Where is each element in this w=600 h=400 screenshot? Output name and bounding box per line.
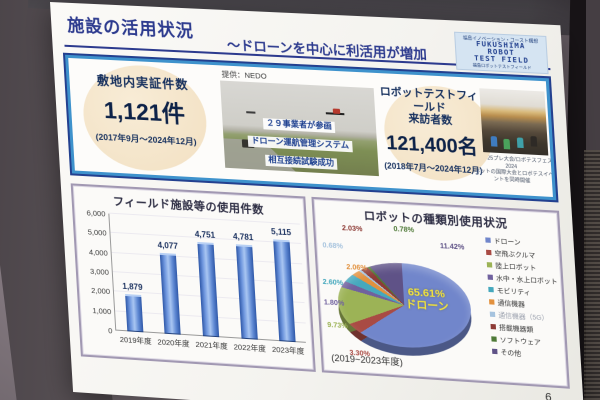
window-blinds bbox=[584, 150, 600, 400]
bar-chart-panel: フィールド施設等の使用件数 0 1,000 2,000 3,000 4,000 5,000… bbox=[70, 183, 316, 372]
bar bbox=[197, 242, 220, 337]
pie-slice-percent-label: 1.80% bbox=[323, 299, 345, 308]
legend-swatch bbox=[485, 249, 492, 255]
person-figure bbox=[490, 136, 498, 147]
legend-swatch bbox=[490, 323, 497, 329]
stat-site-demos-value: 1,121件 bbox=[103, 96, 186, 128]
x-axis-label: 2021年度 bbox=[195, 339, 228, 351]
person-figure bbox=[503, 138, 511, 150]
bar bbox=[160, 253, 182, 334]
x-axis-label: 2019年度 bbox=[119, 334, 152, 346]
highlight-stats-box: 敷地内実証件数 1,121件 (2017年9月〜2024年12月) 提供：NED… bbox=[62, 52, 559, 203]
y-axis-tick-label: 1,000 bbox=[92, 305, 112, 316]
legend-swatch bbox=[486, 261, 493, 268]
y-axis-tick-label: 2,000 bbox=[90, 286, 111, 297]
presentation-slide: 施設の活用状況 〜ドローンを中心に利活用が増加 福島イノベーション・コースト構想… bbox=[50, 2, 585, 400]
legend-swatch bbox=[487, 273, 494, 280]
legend-swatch bbox=[488, 286, 494, 292]
bar-value-label: 5,115 bbox=[270, 227, 292, 238]
person-figure bbox=[530, 136, 538, 147]
pie-slice-percent-label: 2.06% bbox=[346, 263, 368, 273]
x-axis-label: 2022年度 bbox=[233, 342, 267, 354]
legend-swatch bbox=[488, 298, 495, 305]
bar bbox=[124, 293, 144, 332]
x-axis-label: 2023年度 bbox=[271, 344, 305, 356]
y-axis-tick-label: 4,000 bbox=[88, 247, 108, 258]
person-figure bbox=[516, 137, 524, 149]
y-axis-tick-label: 0 bbox=[107, 326, 113, 336]
drone-photo-caption: ２９事業者が参画 ドローン運航管理システム 相互接続試験成功 bbox=[222, 110, 379, 173]
fukushima-robot-test-field-logo: 福島イノベーション・コースト構想 FUKUSHIMA ROBOT TEST FI… bbox=[454, 31, 549, 75]
pie-slice-percent-label: 2.60% bbox=[322, 278, 344, 288]
stat-visitors-value: 121,400名 bbox=[385, 132, 479, 159]
pie-slice-percent-label: 11.42% bbox=[439, 242, 465, 252]
pie-slice-percent-label: 0.68% bbox=[322, 242, 344, 251]
stat-site-demos: 敷地内実証件数 1,121件 (2017年9月〜2024年12月) bbox=[68, 58, 222, 179]
y-axis-tick-label: 3,000 bbox=[89, 266, 110, 277]
pie-slice-percent-label: 0.78% bbox=[393, 225, 415, 235]
drone-field-photo: ２９事業者が参画 ドローン運航管理システム 相互接続試験成功 bbox=[220, 80, 379, 177]
legend-swatch bbox=[491, 348, 498, 354]
bar-value-label: 4,751 bbox=[194, 229, 216, 241]
pie-slice-percent-label: 2.03% bbox=[341, 225, 363, 234]
event-tent-photo bbox=[479, 88, 549, 156]
legend-swatch bbox=[491, 335, 497, 342]
page-number: 6 bbox=[544, 391, 553, 400]
bar-value-label: 4,077 bbox=[157, 240, 179, 252]
pie-legend: ドローン 空飛ぶクルマ 陸上ロボット 水中・水上ロボット モビリティ 通信機器 通信機器（5… bbox=[485, 233, 562, 361]
y-axis-tick-label: 6,000 bbox=[86, 208, 106, 219]
slide-title: 施設の活用状況 bbox=[66, 15, 195, 41]
bar bbox=[235, 243, 258, 339]
stat-visitors: ロボットテストフィールド 来訪者数 121,400名 (2018年7月〜2024… bbox=[377, 73, 554, 197]
y-axis-tick-label: 5,000 bbox=[87, 227, 107, 238]
stat-visitors-label: ロボットテストフィールド 来訪者数 bbox=[379, 85, 479, 127]
bar bbox=[273, 239, 296, 342]
pie-chart-panel: ロボットの種類別使用状況 65.61% ドローン 3.30% 9.73% 1.80%… bbox=[311, 196, 570, 389]
bar-chart-plot-area: 0 1,000 2,000 3,000 4,000 5,000 6,000 1,879 2019… bbox=[86, 208, 306, 356]
legend-swatch bbox=[485, 236, 491, 243]
bar-value-label: 4,781 bbox=[232, 231, 254, 242]
legend-swatch bbox=[489, 311, 496, 317]
x-axis-label: 2020年度 bbox=[157, 337, 190, 349]
drone-photo-block: 提供：NEDO ２９事業者が参画 ドローン運航管理システム 相互接続試験成功 bbox=[215, 65, 384, 188]
pie-slice-percent-label: 9.73% bbox=[327, 321, 348, 331]
drone-body-icon bbox=[332, 108, 340, 115]
